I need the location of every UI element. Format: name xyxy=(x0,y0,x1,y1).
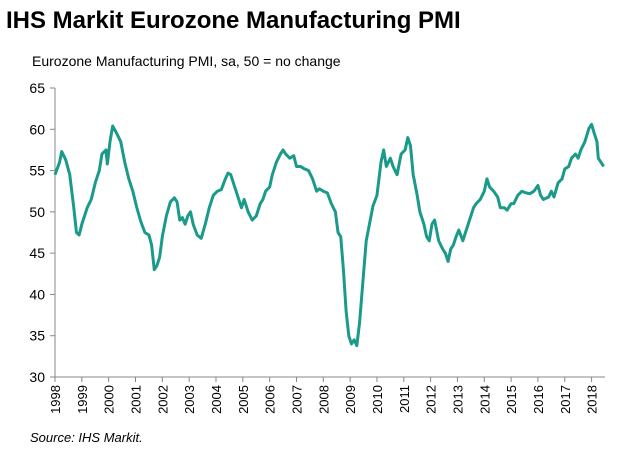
y-tick-label: 40 xyxy=(29,286,45,302)
x-tick-label: 1998 xyxy=(48,385,63,414)
x-tick-label: 2005 xyxy=(236,385,251,414)
x-tick-label: 2001 xyxy=(128,385,143,414)
x-tick-label: 2012 xyxy=(424,385,439,414)
x-tick-label: 2006 xyxy=(263,385,278,414)
x-tick-label: 2014 xyxy=(477,385,492,414)
source-note: Source: IHS Markit. xyxy=(30,430,143,445)
x-tick-label: 2004 xyxy=(209,385,224,414)
y-tick-label: 55 xyxy=(29,163,45,179)
x-tick-label: 2017 xyxy=(558,385,573,414)
y-tick-label: 30 xyxy=(29,369,45,385)
x-tick-label: 2010 xyxy=(370,385,385,414)
x-tick-label: 2002 xyxy=(155,385,170,414)
x-tick-label: 2011 xyxy=(397,385,412,413)
x-tick-label: 1999 xyxy=(75,385,90,414)
y-tick-label: 65 xyxy=(29,80,45,96)
x-tick-label: 2013 xyxy=(450,385,465,414)
x-tick-label: 2015 xyxy=(504,385,519,414)
x-tick-label: 2016 xyxy=(531,385,546,414)
x-tick-label: 2008 xyxy=(316,385,331,414)
chart-subtitle: Eurozone Manufacturing PMI, sa, 50 = no … xyxy=(32,53,341,69)
x-tick-label: 2000 xyxy=(102,385,117,414)
y-tick-label: 45 xyxy=(29,245,45,261)
y-tick-label: 50 xyxy=(29,204,45,220)
x-tick-label: 2003 xyxy=(182,385,197,414)
y-tick-label: 35 xyxy=(29,328,45,344)
x-tick-label: 2009 xyxy=(343,385,358,414)
x-tick-label: 2018 xyxy=(585,385,600,414)
chart-title: IHS Markit Eurozone Manufacturing PMI xyxy=(6,7,461,34)
x-tick-label: 2007 xyxy=(289,385,304,414)
y-tick-label: 60 xyxy=(29,121,45,137)
line-series xyxy=(53,122,605,348)
